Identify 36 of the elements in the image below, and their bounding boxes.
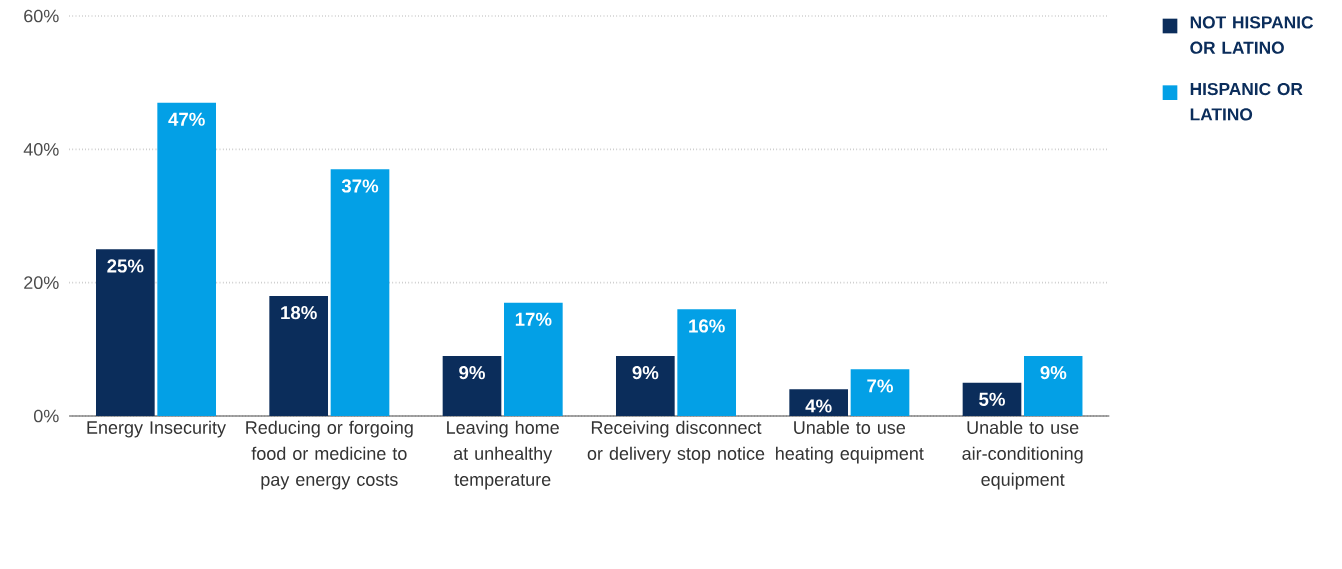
bar bbox=[269, 296, 328, 416]
x-tick-label: Energy Insecurity bbox=[87, 420, 226, 438]
data-label: 47% bbox=[168, 112, 205, 126]
bar bbox=[504, 302, 563, 416]
bar bbox=[157, 102, 216, 416]
bar bbox=[850, 369, 910, 416]
bar bbox=[962, 382, 1022, 416]
bar bbox=[330, 169, 390, 416]
data-label: 16% bbox=[689, 319, 725, 333]
data-label: 17% bbox=[515, 312, 552, 326]
data-label: 25% bbox=[107, 259, 144, 273]
bar bbox=[96, 249, 155, 416]
data-label: 9% bbox=[1040, 366, 1067, 380]
data-label: 7% bbox=[867, 379, 893, 393]
y-tick-label: 40% bbox=[23, 142, 59, 156]
bar bbox=[1024, 356, 1083, 416]
data-label: 37% bbox=[341, 179, 379, 193]
data-label: 4% bbox=[805, 399, 832, 413]
x-tick-label: Unable to use air-conditioning equipment bbox=[962, 420, 1083, 490]
legend-label: NOT HISPANIC OR LATINO bbox=[1190, 16, 1314, 54]
bar bbox=[442, 356, 502, 416]
y-tick-label: 20% bbox=[24, 276, 59, 290]
bar bbox=[616, 356, 675, 416]
legend-label: HISPANIC OR LATINO bbox=[1190, 82, 1303, 121]
x-tick-label: Reducing or forgoing food or medicine to pay energy costs bbox=[246, 420, 413, 490]
bar bbox=[789, 389, 848, 416]
data-label: 9% bbox=[459, 366, 485, 380]
y-tick-label: 0% bbox=[33, 409, 59, 423]
x-tick-label: Leaving home at unhealthy temperature bbox=[447, 420, 559, 490]
data-label: 18% bbox=[281, 306, 317, 320]
data-label: 9% bbox=[632, 366, 659, 380]
x-tick-label: Unable to use heating equipment bbox=[776, 420, 924, 464]
data-label: 5% bbox=[979, 392, 1005, 406]
bar bbox=[677, 309, 736, 416]
x-tick-label: Receiving disconnect or delivery stop notice bbox=[587, 420, 765, 464]
y-tick-label: 60% bbox=[24, 9, 59, 23]
